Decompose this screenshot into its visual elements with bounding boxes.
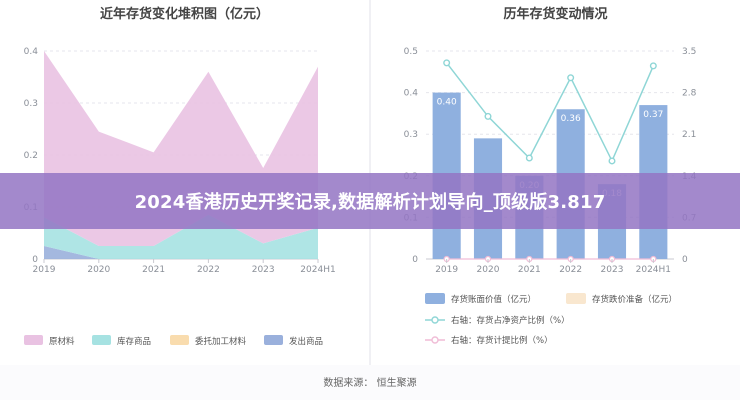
data-source: 数据来源： 恒生聚源: [323, 378, 417, 389]
left-legend-label: 委托加工材料: [195, 336, 247, 347]
left-y-tick-label: 0.3: [24, 99, 38, 109]
right-x-tick-label: 2024H1: [636, 265, 671, 275]
inventory-ratio-point: [608, 157, 616, 165]
bar-value-label: 0.36: [561, 114, 581, 124]
legend-label-provision: 右轴：存货计提比例（%）: [451, 335, 553, 346]
right-y-tick-label: 0.4: [404, 89, 419, 99]
right-y2-tick-label: 2.1: [682, 130, 696, 140]
right-x-tick-label: 2022: [559, 265, 582, 275]
left-legend-label: 库存商品: [117, 336, 151, 347]
legend-label-impairment: 存货跌价准备（亿元）: [592, 294, 677, 305]
inventory-ratio-line: [446, 62, 654, 163]
left-x-tick-label: 2023: [252, 265, 275, 275]
right-y2-tick-label: 0: [682, 255, 688, 265]
legend-label-ratio: 右轴：存货占净资产比例（%）: [451, 315, 570, 326]
left-y-tick-label: 0.2: [24, 151, 38, 161]
left-x-tick-label: 2020: [87, 265, 110, 275]
right-y-tick-label: 0.5: [404, 47, 418, 57]
left-legend-swatch: [92, 335, 111, 345]
right-y-tick-label: 0: [412, 255, 418, 265]
legend-marker-ratio: [431, 316, 439, 324]
overlay-banner: 2024香港历史开奖记录,数据解析计划导向_顶级版3.817: [0, 173, 740, 229]
banner-text: 2024香港历史开奖记录,数据解析计划导向_顶级版3.817: [134, 192, 606, 213]
left-legend-label: 发出商品: [289, 336, 323, 347]
right-y2-tick-label: 3.5: [682, 47, 696, 57]
right-y-tick-label: 0.3: [404, 130, 418, 140]
left-legend-swatch: [24, 335, 43, 345]
area-series-0: [44, 246, 318, 259]
inventory-ratio-point: [649, 62, 657, 70]
left-x-tick-label: 2024H1: [300, 265, 335, 275]
area-series-2: [44, 214, 318, 259]
left-legend-label: 原材料: [49, 336, 75, 347]
inventory-ratio-point: [525, 154, 533, 162]
left-x-tick-label: 2022: [197, 265, 220, 275]
left-y-tick-label: 0: [32, 255, 38, 265]
legend-label-book-value: 存货账面价值（亿元）: [451, 294, 536, 305]
right-chart-title: 历年存货变动情况: [503, 7, 608, 22]
left-y-tick-label: 0.4: [24, 47, 39, 57]
left-legend-swatch: [264, 335, 283, 345]
bar-value-label: 0.40: [437, 98, 457, 108]
legend-marker-provision: [431, 336, 439, 344]
left-legend-swatch: [170, 335, 189, 345]
inventory-ratio-point: [443, 59, 451, 67]
legend-swatch-impairment: [566, 293, 586, 304]
right-x-tick-label: 2021: [518, 265, 541, 275]
right-x-tick-label: 2023: [601, 265, 624, 275]
left-x-tick-label: 2019: [33, 265, 56, 275]
right-x-tick-label: 2020: [477, 265, 500, 275]
right-y2-tick-label: 2.8: [682, 89, 697, 99]
inventory-ratio-point: [484, 112, 492, 120]
left-x-tick-label: 2021: [142, 265, 165, 275]
legend-swatch-book-value: [425, 293, 445, 304]
bar-value-label: 0.37: [643, 110, 663, 120]
right-x-tick-label: 2019: [435, 265, 458, 275]
inventory-ratio-point: [567, 74, 575, 82]
left-chart-title: 近年存货变化堆积图（亿元）: [99, 7, 269, 22]
